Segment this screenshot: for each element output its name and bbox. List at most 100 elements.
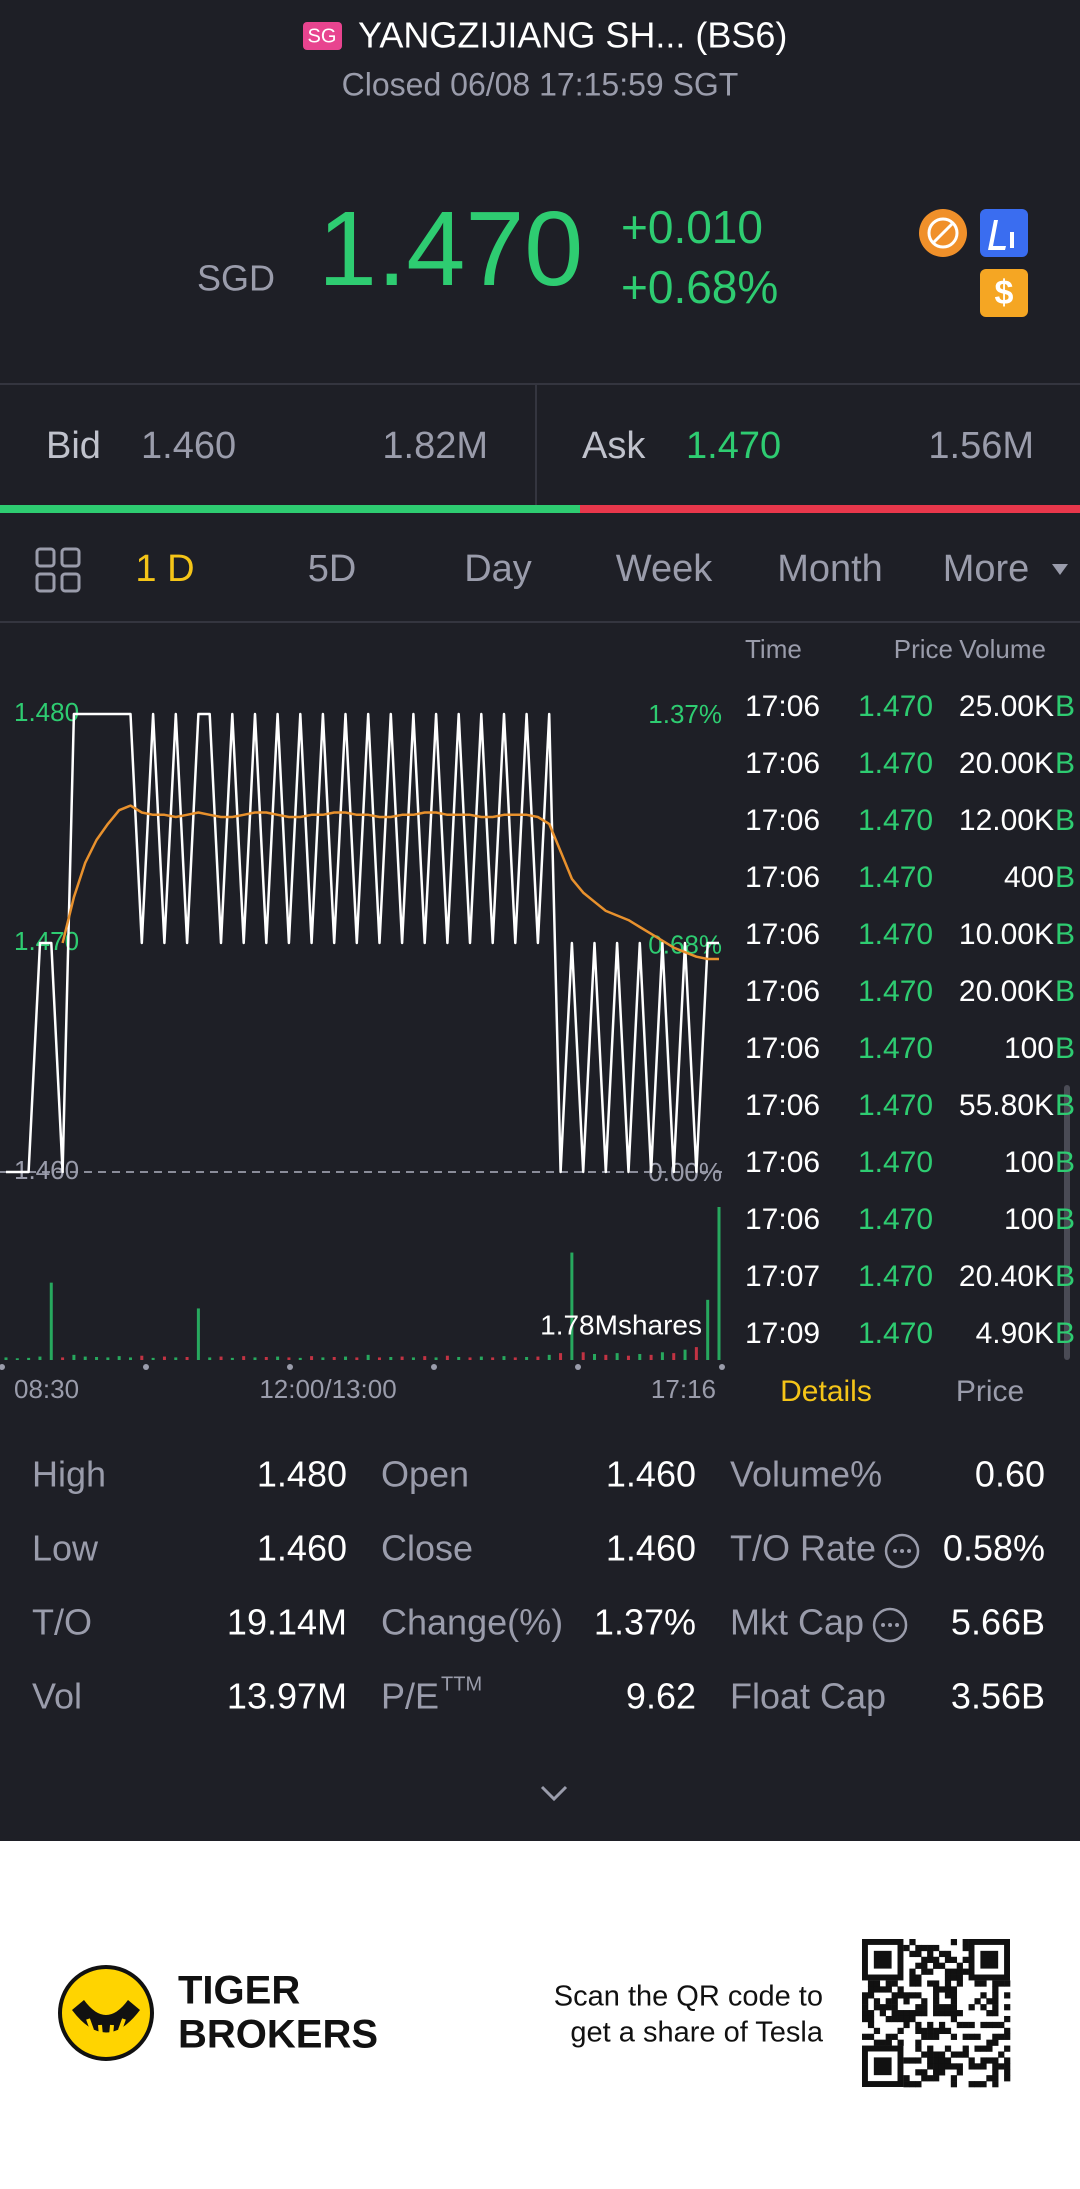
stat-label: P/E (381, 1676, 439, 1717)
trades-header: Volume (959, 634, 1046, 664)
more-arrow[interactable] (1052, 564, 1068, 575)
market-status: Closed 06/08 17:15:59 SGT (342, 66, 739, 102)
qr-module (944, 1992, 952, 1999)
qr-module (927, 1968, 934, 1975)
volume-bar (196, 1308, 200, 1360)
qr-module (956, 2063, 963, 2070)
qr-module (915, 2010, 922, 2017)
stat-label: Mkt Cap (730, 1602, 864, 1643)
period-tab[interactable]: Month (777, 548, 883, 590)
qr-module (950, 2081, 958, 2088)
y2-tick-label: 1.37% (648, 699, 722, 729)
trade-price: 1.470 (858, 1203, 933, 1236)
qr-module (962, 2021, 969, 2029)
qr-module (885, 2039, 892, 2046)
promo-text: get a share of Tesla (570, 2017, 823, 2049)
qr-module (873, 2027, 881, 2035)
qr-module (950, 2010, 958, 2017)
volume-bar (174, 1357, 178, 1360)
qr-module (992, 1998, 999, 2005)
qr-module (950, 2033, 958, 2040)
qr-module (933, 2004, 940, 2011)
info-dot (888, 1623, 893, 1627)
qr-module (944, 2063, 952, 2070)
y2-tick-label: 0.00% (648, 1157, 722, 1187)
details-tab[interactable]: Details (780, 1375, 872, 1408)
volume-bar (547, 1354, 551, 1360)
period-tab[interactable]: 1 D (135, 548, 194, 590)
volume-bar (15, 1358, 19, 1360)
flag-icons: $ (919, 209, 1028, 317)
x-tick-label: 08:30 (14, 1374, 79, 1404)
volume-bar (706, 1299, 710, 1360)
volume-bar (27, 1357, 31, 1360)
qr-module (956, 1968, 963, 1975)
qr-module (962, 2033, 969, 2040)
qr-module (927, 2033, 934, 2040)
info-dot (893, 1549, 898, 1553)
period-tab[interactable]: Week (616, 548, 713, 590)
price-tab[interactable]: Price (956, 1375, 1024, 1408)
period-tab[interactable]: More (943, 548, 1030, 590)
qr-module (915, 1992, 922, 1999)
period-tab[interactable]: 5D (308, 548, 357, 590)
volume-bar (491, 1357, 495, 1360)
qr-module (933, 1992, 940, 1999)
volume-max-label: 1.78Mshares (540, 1309, 702, 1340)
volume-bar (502, 1356, 506, 1360)
qr-module (909, 1974, 916, 1981)
volume-bar (49, 1282, 53, 1360)
qr-module (968, 2063, 975, 2070)
qr-module (933, 2069, 940, 2076)
qr-module (938, 1950, 946, 1958)
qr-module (950, 1956, 958, 1963)
qr-module (938, 1986, 946, 1993)
qr-module (909, 2057, 916, 2064)
qr-module (933, 2051, 940, 2058)
qr-module (867, 1992, 875, 1999)
qr-module (1004, 2057, 1011, 2064)
trade-side: B (1055, 975, 1075, 1008)
qr-module (921, 2010, 928, 2017)
volume-bar (287, 1357, 291, 1360)
qr-module (915, 2021, 922, 2029)
qr-module (950, 1998, 958, 2005)
qr-module (921, 2033, 928, 2040)
qr-module (909, 1980, 916, 1987)
stat-label-sup: TTM (441, 1673, 482, 1695)
trade-volume: 20.00K (959, 747, 1054, 780)
y-tick-label: 1.460 (14, 1155, 79, 1185)
trade-volume: 12.00K (959, 804, 1054, 837)
qr-module (879, 1986, 886, 1993)
qr-module (879, 2010, 886, 2017)
qr-module (903, 2021, 910, 2029)
qr-module (962, 1956, 969, 1963)
qr-module (986, 2039, 993, 2046)
qr-module (992, 1986, 999, 1993)
trade-side: B (1055, 1317, 1075, 1350)
qr-module (927, 2075, 934, 2082)
volume-bar (276, 1356, 280, 1360)
qr-module (933, 1956, 940, 1963)
expand-chevron[interactable] (540, 1785, 568, 1802)
qr-module (915, 2004, 922, 2011)
qr-module (998, 2021, 1005, 2029)
qr-module (944, 1974, 952, 1981)
qr-finder (980, 1950, 999, 1969)
qr-module (1004, 2015, 1011, 2023)
qr-module (950, 1968, 958, 1975)
qr-module (909, 1992, 916, 1999)
qr-module (998, 1980, 1005, 1987)
qr-module (897, 1992, 904, 1999)
qr-module (986, 2045, 993, 2052)
qr-module (968, 2021, 975, 2029)
qr-module (933, 2063, 940, 2070)
qr-module (915, 2045, 922, 2052)
info-icon (872, 1607, 908, 1643)
layout-icon[interactable] (35, 547, 81, 593)
period-tab[interactable]: Day (464, 548, 532, 590)
qr-module (885, 2015, 892, 2023)
qr-module (927, 2063, 934, 2070)
volume-bar (513, 1357, 517, 1360)
qr-module (974, 1980, 981, 1987)
